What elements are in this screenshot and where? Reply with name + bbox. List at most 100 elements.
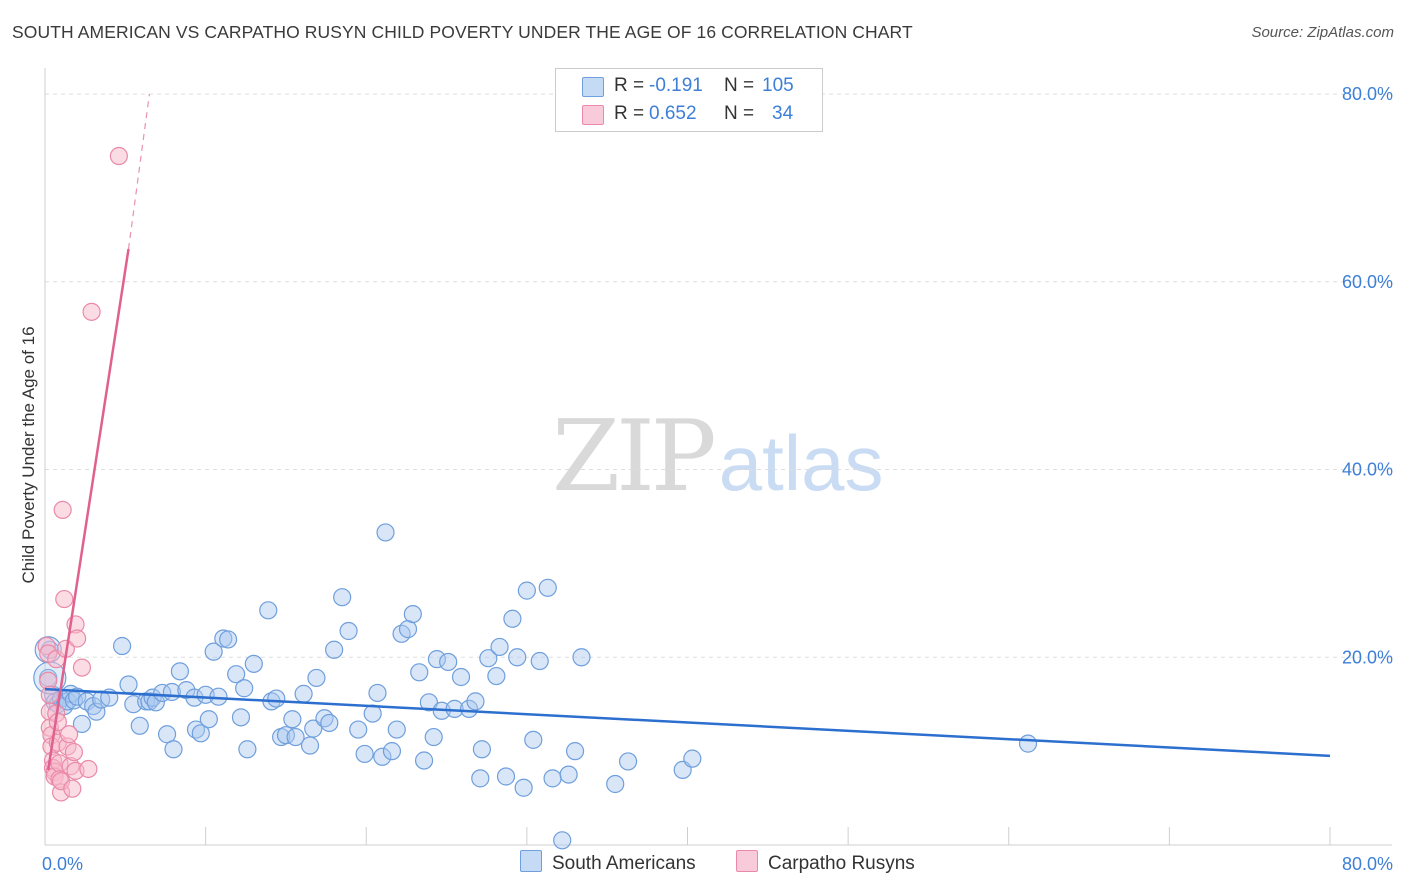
data-point-south-american [572, 648, 591, 667]
data-point-south-american [164, 740, 183, 759]
data-point-south-american [424, 727, 443, 747]
data-point-south-american [524, 730, 543, 749]
data-point-south-american [606, 774, 625, 794]
correlation-legend: R = -0.191 N = 105 R = 0.652 N = 34 [555, 68, 823, 132]
data-point-south-american [333, 588, 352, 607]
data-point-south-american [238, 740, 257, 759]
data-point-south-american [355, 744, 374, 764]
data-point-south-american [553, 831, 572, 850]
data-point-south-american [487, 666, 506, 686]
data-point-south-american [157, 725, 177, 744]
data-point-south-american [683, 749, 702, 768]
data-point-south-american [496, 767, 516, 786]
chart-title: SOUTH AMERICAN VS CARPATHO RUSYN CHILD P… [12, 22, 913, 42]
watermark-zip: ZIP [552, 400, 717, 514]
data-point-south-american [538, 578, 557, 597]
data-point-south-american [479, 649, 498, 668]
bottom-legend-south-americans: South Americans [520, 850, 696, 875]
data-point-carpatho-rusyn [109, 146, 128, 166]
data-point-carpatho-rusyn [59, 725, 79, 744]
data-point-south-american [130, 716, 149, 735]
data-point-south-american [490, 637, 509, 657]
data-point-carpatho-rusyn [68, 629, 87, 648]
data-point-south-american [466, 692, 485, 711]
data-point-south-american [427, 650, 447, 669]
data-point-south-american [451, 667, 471, 687]
legend-n-value: 34 [772, 103, 794, 124]
south-americans-points [33, 523, 1038, 850]
data-point-south-american [508, 648, 527, 667]
data-point-south-american [472, 740, 491, 759]
y-tick-label: 60.0% [1342, 272, 1393, 292]
data-point-south-american [259, 601, 278, 620]
data-point-south-american [471, 769, 490, 788]
legend-r-label: R = [614, 75, 645, 96]
axis-labels: 20.0% 40.0% 60.0% 80.0% 0.0% 80.0% Child Pover… [19, 84, 1393, 874]
data-point-south-american [398, 620, 418, 639]
data-point-south-american [68, 687, 87, 706]
trend-line-carpatho-rusyns [46, 248, 130, 771]
y-axis-title: Child Poverty Under the Age of 16 [19, 326, 38, 583]
data-point-south-american [503, 609, 522, 628]
data-point-south-american [227, 665, 246, 684]
data-point-south-american [231, 708, 251, 727]
data-point-carpatho-rusyn [82, 302, 101, 321]
data-point-south-american [565, 742, 585, 761]
data-point-south-american [387, 720, 406, 739]
data-point-south-american [559, 765, 578, 784]
data-point-south-american [267, 689, 286, 708]
y-tick-label: 20.0% [1342, 647, 1393, 667]
x-tick-label-start: 0.0% [42, 854, 83, 874]
data-point-south-american [410, 663, 429, 682]
legend-swatch-pink [582, 105, 604, 125]
data-point-south-american [304, 719, 323, 738]
data-point-south-american [514, 778, 533, 797]
data-point-carpatho-rusyn [55, 589, 74, 609]
data-point-south-american [307, 668, 326, 688]
data-point-carpatho-rusyn [53, 500, 72, 520]
data-point-south-american [112, 636, 132, 656]
data-point-south-american [204, 642, 223, 661]
bottom-legend-carpatho-rusyns: Carpatho Rusyns [736, 850, 915, 875]
data-point-south-american [300, 736, 320, 755]
trend-line-south-americans [44, 687, 1331, 758]
carpatho-rusyns-points [37, 146, 128, 802]
bottom-legend-label: South Americans [552, 853, 696, 874]
data-point-south-american [517, 581, 536, 600]
legend-r-value: 0.652 [649, 103, 697, 124]
data-point-south-american [191, 724, 210, 743]
bottom-legend-swatch-pink [736, 850, 758, 872]
data-point-carpatho-rusyn [79, 759, 98, 779]
data-point-south-american [286, 727, 305, 747]
legend-n-value: 105 [762, 75, 794, 96]
data-point-south-american [382, 742, 402, 761]
data-point-south-american [325, 640, 344, 659]
trend-lines [44, 93, 1331, 771]
data-point-south-american [283, 710, 302, 729]
watermark-atlas: atlas [718, 419, 884, 507]
data-point-south-american [543, 769, 562, 788]
data-point-south-american [459, 699, 479, 718]
data-point-south-american [419, 693, 438, 712]
trend-line-carpatho-rusyns-extension [127, 93, 151, 250]
data-point-south-american [153, 683, 172, 703]
grid-lines [45, 93, 1392, 658]
axes [44, 68, 1392, 846]
legend-n-label: N = [724, 75, 755, 96]
data-point-carpatho-rusyn [72, 658, 92, 677]
legend-r-label: R = [614, 103, 645, 124]
bottom-legend-swatch-blue [520, 850, 542, 872]
data-point-south-american [339, 621, 358, 641]
legend-n-label: N = [724, 103, 755, 124]
legend-swatch-blue [582, 77, 604, 97]
data-point-south-american [349, 720, 368, 739]
data-point-south-american [219, 630, 238, 649]
data-point-carpatho-rusyn [64, 742, 84, 762]
data-point-south-american [244, 654, 263, 673]
source-credit: Source: ZipAtlas.com [1251, 24, 1394, 41]
data-point-south-american [235, 679, 254, 698]
zipatlas-watermark: ZIPatlas [552, 400, 884, 514]
data-point-south-american [439, 652, 458, 672]
data-point-south-american [320, 713, 339, 733]
